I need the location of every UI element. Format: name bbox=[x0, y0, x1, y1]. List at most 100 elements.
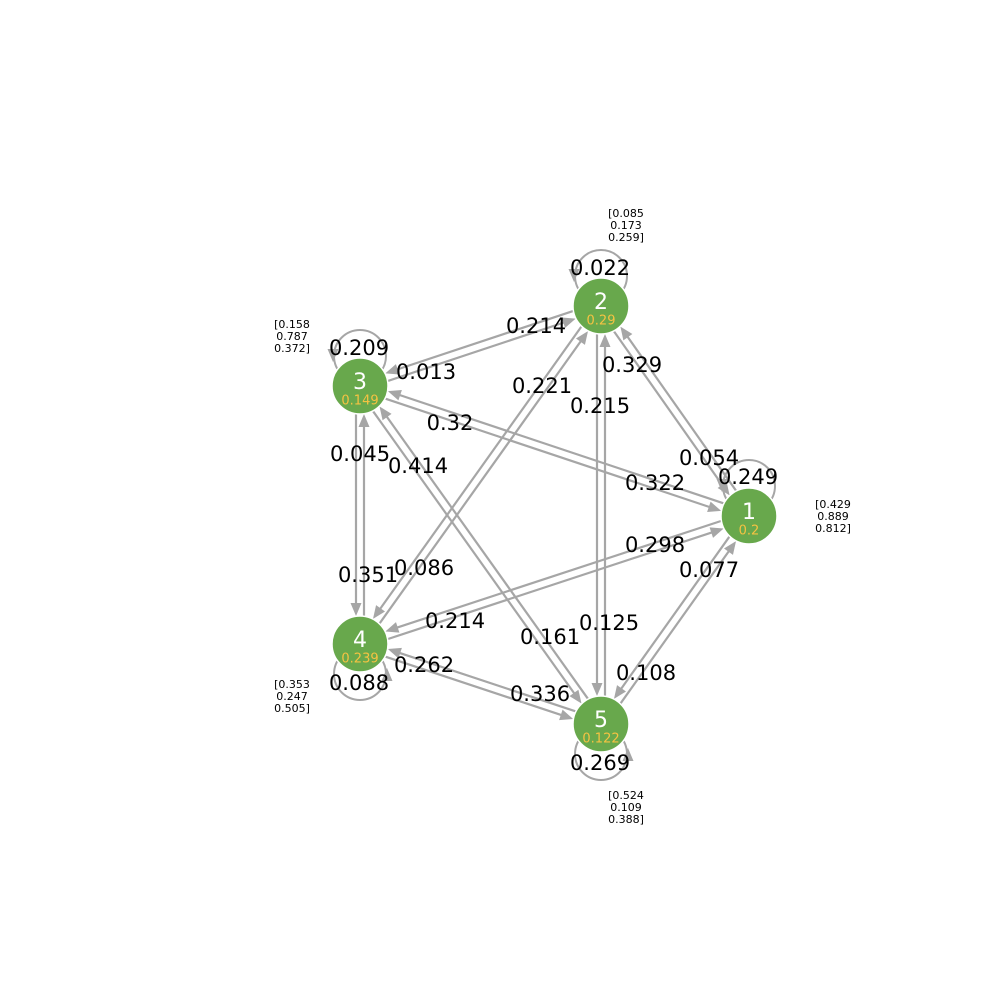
edge-1-to-2-arrow bbox=[620, 326, 633, 341]
edge-5-to-3 bbox=[379, 406, 590, 701]
edge-3-to-4 bbox=[350, 413, 362, 616]
node-4-value: 0.239 bbox=[341, 652, 378, 667]
node-5-vector-line-1: [0.524 bbox=[608, 789, 644, 802]
edge-3-to-2 bbox=[386, 317, 576, 383]
edge-2-to-5 bbox=[591, 333, 603, 696]
node-4-vector-line-3: 0.505] bbox=[274, 702, 310, 715]
edge-5-to-4-arrow bbox=[387, 647, 402, 659]
edge-4-to-5-weight: 0.336 bbox=[510, 682, 570, 706]
node-1-circle bbox=[720, 487, 778, 545]
edge-3-to-4-arrow bbox=[350, 603, 362, 616]
edge-2-to-3-weight: 0.013 bbox=[396, 360, 456, 384]
node-4: 40.239 bbox=[331, 615, 389, 673]
edge-1-to-5-arrow bbox=[613, 685, 626, 699]
edge-3-to-2-arrow bbox=[561, 317, 576, 328]
edge-2-to-4-arrow bbox=[372, 605, 386, 619]
edge-labels-layer: 0.3290.0540.320.3220.2140.2980.1080.0770… bbox=[329, 256, 778, 775]
edge-4-to-3-arrow bbox=[358, 414, 370, 427]
node-3-id: 3 bbox=[353, 370, 367, 395]
node-1-vector-line-1: [0.429 bbox=[815, 498, 851, 511]
self-loop-1-weight: 0.249 bbox=[718, 465, 778, 489]
edge-4-to-2 bbox=[378, 331, 589, 625]
edge-5-to-3-weight: 0.414 bbox=[388, 454, 448, 478]
edge-2-to-3-arrow bbox=[385, 364, 400, 375]
self-loop-5-weight: 0.269 bbox=[570, 751, 630, 775]
node-4-vector-line-1: [0.353 bbox=[274, 678, 310, 691]
self-loop-5-arrow bbox=[622, 748, 634, 761]
edge-5-to-2 bbox=[599, 334, 611, 697]
edges-layer bbox=[350, 309, 738, 721]
edge-5-to-2-weight: 0.215 bbox=[570, 394, 630, 418]
edge-1-to-5 bbox=[613, 535, 731, 699]
edge-5-to-1 bbox=[619, 541, 737, 705]
edge-3-to-5-weight: 0.161 bbox=[520, 625, 580, 649]
edge-2-to-1-weight: 0.054 bbox=[679, 446, 739, 470]
node-2: 20.29 bbox=[572, 277, 630, 335]
self-loop-2-arrow bbox=[568, 269, 580, 282]
node-3-value: 0.149 bbox=[341, 394, 378, 409]
nodes-layer: 10.2 20.29 30.149 40.239 50.122 bbox=[331, 277, 778, 753]
edge-4-to-2-arrow bbox=[575, 331, 589, 345]
node-3-circle bbox=[331, 357, 389, 415]
node-3-vector-line-3: 0.372] bbox=[274, 342, 310, 355]
node-1: 10.2 bbox=[720, 487, 778, 545]
edge-5-to-1-arrow bbox=[724, 541, 737, 555]
edge-1-to-4-weight: 0.214 bbox=[425, 609, 485, 633]
node-1-id: 1 bbox=[742, 500, 756, 525]
edge-1-to-3-arrow bbox=[387, 389, 402, 401]
node-2-vector-line-1: [0.085 bbox=[608, 207, 644, 220]
node-5-value: 0.122 bbox=[582, 732, 619, 747]
edge-4-to-5-arrow bbox=[559, 709, 574, 721]
self-loop-3-arrow bbox=[327, 349, 339, 362]
edge-2-to-4 bbox=[372, 325, 583, 619]
node-5-id: 5 bbox=[594, 708, 608, 733]
edge-2-to-5-arrow bbox=[591, 683, 603, 696]
edge-1-to-2 bbox=[620, 326, 738, 493]
edge-2-to-3 bbox=[385, 309, 575, 375]
node-5-circle bbox=[572, 695, 630, 753]
self-loop-4-weight: 0.088 bbox=[329, 671, 389, 695]
edge-4-to-3 bbox=[358, 414, 370, 617]
node-5-vector-line-3: 0.388] bbox=[608, 813, 644, 826]
edge-3-to-5-arrow bbox=[569, 689, 582, 704]
edge-2-to-5-weight: 0.125 bbox=[579, 611, 639, 635]
edge-4-to-3-weight: 0.045 bbox=[330, 442, 390, 466]
node-1-vector-line-3: 0.812] bbox=[815, 522, 851, 535]
edge-4-to-1-weight: 0.298 bbox=[625, 533, 685, 557]
node-4-id: 4 bbox=[353, 628, 367, 653]
edge-3-to-1 bbox=[383, 397, 722, 513]
edge-3-to-2-weight: 0.214 bbox=[506, 314, 566, 338]
edge-5-to-4-weight: 0.262 bbox=[394, 653, 454, 677]
edge-4-to-2-weight: 0.221 bbox=[512, 374, 572, 398]
edge-5-to-1-weight: 0.077 bbox=[679, 558, 739, 582]
edge-4-to-5 bbox=[384, 655, 574, 721]
node-1-vector-line-2: 0.889 bbox=[817, 510, 849, 523]
edge-4-to-1 bbox=[386, 527, 724, 641]
edge-2-to-4-weight: 0.086 bbox=[394, 556, 454, 580]
node-5: 50.122 bbox=[572, 695, 630, 753]
edge-1-to-2-weight: 0.329 bbox=[602, 353, 662, 377]
node-3: 30.149 bbox=[331, 357, 389, 415]
node-3-vector-line-2: 0.787 bbox=[276, 330, 308, 343]
node-4-vector-line-2: 0.247 bbox=[276, 690, 308, 703]
node-2-vector-line-2: 0.173 bbox=[610, 219, 642, 232]
edge-1-to-3 bbox=[387, 389, 726, 505]
edge-3-to-1-weight: 0.322 bbox=[625, 471, 685, 495]
edge-3-to-5 bbox=[371, 409, 582, 704]
edge-1-to-4-arrow bbox=[385, 622, 400, 633]
node-1-value: 0.2 bbox=[739, 524, 760, 539]
node-2-value: 0.29 bbox=[587, 314, 616, 329]
self-loop-2-weight: 0.022 bbox=[570, 256, 630, 280]
edge-3-to-4-weight: 0.351 bbox=[338, 563, 398, 587]
node-2-vector-line-3: 0.259] bbox=[608, 231, 644, 244]
edge-1-to-5-weight: 0.108 bbox=[616, 661, 676, 685]
edge-5-to-3-arrow bbox=[379, 406, 392, 421]
edge-4-to-1-arrow bbox=[709, 527, 724, 538]
node-3-vector-line-1: [0.158 bbox=[274, 318, 310, 331]
